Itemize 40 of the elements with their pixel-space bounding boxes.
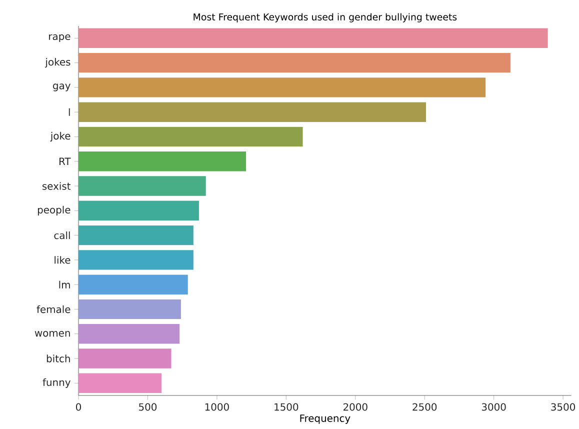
y-tick-label: joke: [50, 132, 70, 142]
x-tick-label: 3500: [551, 403, 576, 411]
y-tick-label: bitch: [46, 354, 70, 362]
y-tick-label: funny: [42, 378, 70, 388]
y-tick-label: lm: [59, 280, 70, 288]
y-tick-label: sexist: [42, 182, 71, 190]
bar: [78, 373, 162, 393]
x-tick-label: 0: [76, 403, 82, 411]
x-tick-label: 3000: [482, 403, 506, 411]
x-tick-label: 1000: [205, 403, 229, 411]
y-tick-label: l: [68, 108, 70, 116]
bar: [78, 102, 426, 122]
bar: [78, 299, 181, 319]
chart-title: Most Frequent Keywords used in gender bullying tweets: [194, 13, 457, 22]
y-tick-label: jokes: [45, 58, 70, 68]
x-tick-label: 1500: [274, 403, 298, 411]
x-tick-label: 500: [139, 403, 157, 411]
y-tick-label: people: [38, 206, 70, 216]
bar: [78, 200, 199, 220]
bar: [78, 176, 206, 196]
y-tick-label: gay: [53, 84, 70, 92]
bar: [78, 77, 486, 98]
bar: [78, 324, 180, 344]
bar: [78, 225, 194, 246]
bar: [78, 126, 303, 146]
y-tick-label: call: [54, 231, 70, 240]
bar: [78, 250, 194, 270]
y-tick-label: like: [54, 256, 70, 264]
bar: [78, 151, 246, 172]
x-axis-title: Frequency: [300, 414, 350, 424]
y-tick-label: rape: [49, 34, 70, 42]
x-tick-label: 2500: [412, 403, 437, 411]
bar: [78, 52, 510, 73]
bar: [78, 28, 548, 48]
y-tick-label: female: [36, 305, 70, 313]
x-tick-label: 2000: [343, 403, 368, 411]
y-tick-label: women: [34, 330, 70, 337]
bar: [78, 348, 172, 368]
y-tick-label: RT: [59, 158, 71, 165]
bar: [78, 274, 188, 294]
